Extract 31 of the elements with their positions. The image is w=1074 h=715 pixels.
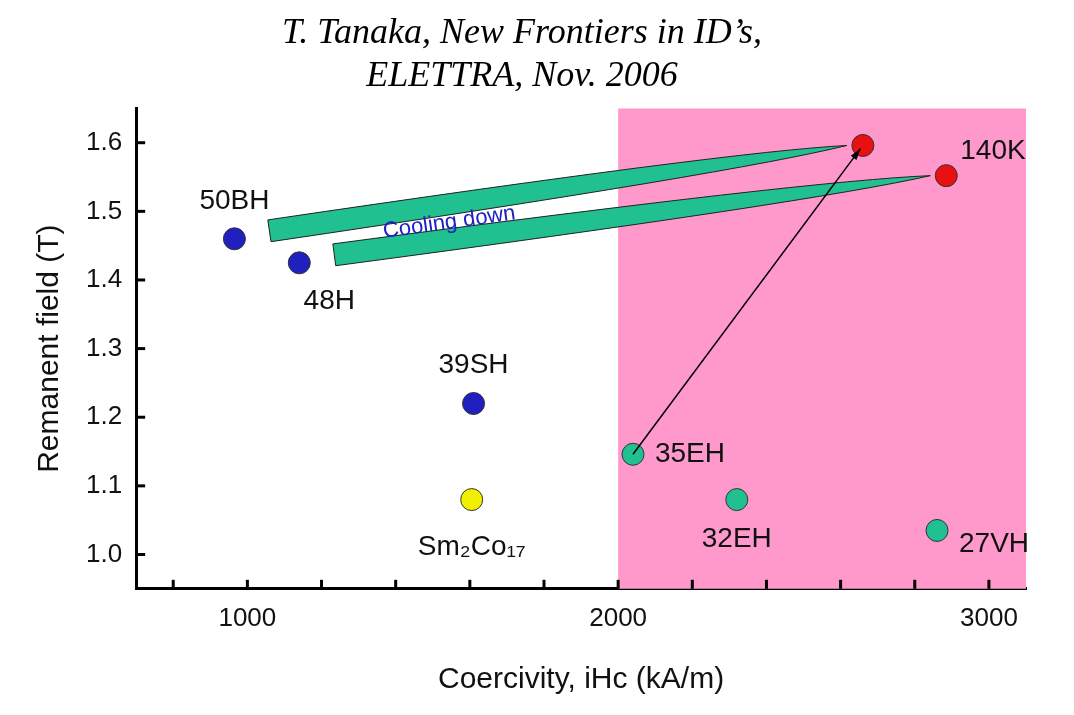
annotation: 48H — [303, 283, 355, 315]
y-tick-label: 1.0 — [85, 537, 123, 568]
y-tick-label: 1.1 — [85, 469, 123, 500]
point — [851, 133, 875, 157]
annotation: 50BH — [199, 183, 270, 215]
point — [925, 518, 949, 542]
point — [725, 488, 749, 512]
y-tick-label: 1.3 — [85, 331, 123, 362]
chart-title: T. Tanaka, New Frontiers in ID’s, ELETTRA, Nov. 2006 — [281, 11, 763, 95]
point — [222, 227, 246, 251]
annotation: 140K — [960, 134, 1026, 166]
point — [287, 251, 311, 275]
x-axis-title: Coercivity, iHc (kA/m) — [438, 661, 725, 695]
annotation: 35EH — [654, 437, 726, 469]
x-tick-label: 2000 — [589, 601, 648, 632]
x-tick-label: 3000 — [960, 601, 1018, 632]
y-axis-title: Remanent field (T) — [31, 224, 65, 473]
point — [934, 164, 958, 188]
point — [621, 442, 645, 466]
y-tick-label: 1.4 — [85, 263, 123, 294]
annotation: Sm₂Co₁₇ — [417, 530, 526, 562]
point — [462, 392, 486, 415]
annotation: 27VH — [959, 527, 1030, 559]
y-tick-label: 1.6 — [85, 125, 123, 156]
y-tick-label: 1.5 — [85, 194, 123, 225]
annotation: Cooling down — [381, 199, 517, 243]
annotation: 39SH — [438, 348, 509, 380]
y-tick-label: 1.2 — [85, 400, 123, 431]
x-tick-label: 1000 — [218, 601, 277, 632]
annotation: 32EH — [701, 522, 772, 554]
point — [460, 488, 484, 512]
